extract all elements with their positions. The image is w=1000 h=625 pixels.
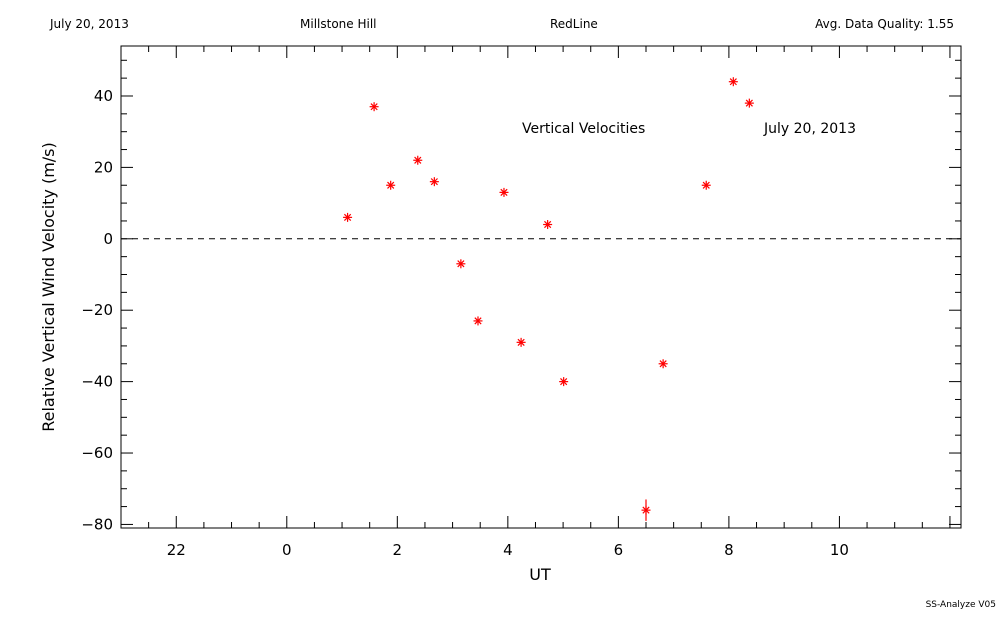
data-point [728,77,738,87]
header-site: Millstone Hill [300,17,377,31]
x-tick-label: 8 [724,541,734,559]
plot-frame [120,45,962,529]
y-tick-label: 20 [94,158,113,176]
header-quality: Avg. Data Quality: 1.55 [815,17,954,31]
x-tick-labels: 22 0 2 4 6 8 10 [167,541,849,559]
y-tick-label: 40 [94,87,113,105]
y-tick-label: −40 [81,373,113,391]
data-point [559,377,569,387]
header-date: July 20, 2013 [50,17,129,31]
data-points [343,77,754,521]
data-point [456,259,466,269]
x-tick-label: 0 [282,541,292,559]
chart-annotation-title: Vertical Velocities [522,121,645,137]
axis-ticks [121,46,961,528]
data-point [386,180,396,190]
y-tick-labels: −80 −60 −40 −20 0 20 40 [81,87,113,533]
x-tick-label: 22 [167,541,186,559]
data-point [413,155,423,165]
x-tick-label: 4 [503,541,513,559]
data-point [343,212,353,222]
data-point [641,499,651,521]
x-tick-label: 6 [614,541,624,559]
y-tick-label: −20 [81,301,113,319]
data-point [369,102,379,112]
data-point [701,180,711,190]
data-point [658,359,668,369]
data-point [543,220,553,230]
data-point [473,316,483,326]
x-tick-label: 10 [830,541,849,559]
chart-annotation-date: July 20, 2013 [763,121,856,137]
y-axis-label: Relative Vertical Wind Velocity (m/s) [39,142,58,432]
data-point [499,187,509,197]
x-axis-label: UT [529,565,551,584]
data-point [516,337,526,347]
software-version: SS-Analyze V05 [925,600,996,610]
y-tick-label: 0 [103,230,113,248]
data-point [429,177,439,187]
y-tick-label: −80 [81,515,113,533]
y-tick-label: −60 [81,444,113,462]
header-instrument: RedLine [550,17,598,31]
data-point [744,98,754,108]
x-tick-label: 2 [393,541,403,559]
